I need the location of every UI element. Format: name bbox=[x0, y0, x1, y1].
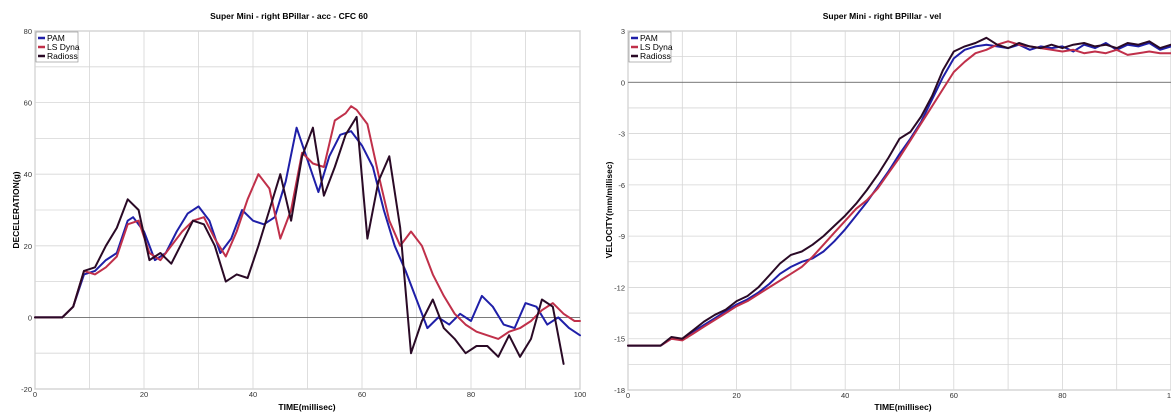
y-tick-label: 60 bbox=[24, 99, 32, 108]
legend-label: LS Dyna bbox=[640, 42, 673, 52]
series-line-radioss bbox=[34, 115, 565, 365]
chart-velocity: Super Mini - right BPillar - vel 0 20 40 60… bbox=[604, 11, 1171, 412]
series-line-ls-dyna bbox=[34, 105, 581, 340]
y-tick-label: 20 bbox=[24, 242, 32, 251]
legend-label: PAM bbox=[640, 33, 658, 43]
x-tick-label: 60 bbox=[358, 390, 366, 399]
y-tick-labels: -20 0 20 40 60 80 bbox=[21, 27, 32, 394]
y-tick-label: 0 bbox=[621, 78, 625, 87]
y-tick-label: -6 bbox=[618, 181, 625, 190]
y-axis-label: DECELERATION(g) bbox=[11, 171, 21, 248]
x-tick-label: 20 bbox=[140, 390, 148, 399]
x-tick-label: 10 bbox=[1167, 391, 1171, 400]
y-tick-label: 80 bbox=[24, 27, 32, 36]
x-tick-label: 20 bbox=[732, 391, 740, 400]
series-line-radioss bbox=[627, 36, 1171, 347]
y-tick-label: 40 bbox=[24, 170, 32, 179]
legend-label: LS Dyna bbox=[47, 42, 80, 52]
y-tick-label: -3 bbox=[618, 130, 625, 139]
chart-title: Super Mini - right BPillar - acc - CFC 6… bbox=[210, 11, 368, 21]
x-axis-label: TIME(millisec) bbox=[278, 402, 335, 412]
y-tick-label: -20 bbox=[21, 385, 32, 394]
y-tick-labels: -18 -15 -12 -9 -6 -3 0 3 bbox=[614, 27, 625, 395]
y-tick-label: 0 bbox=[28, 313, 32, 322]
x-tick-label: 40 bbox=[841, 391, 849, 400]
x-tick-label: 100 bbox=[574, 390, 587, 399]
y-axis-label: VELOCITY(mm/millisec) bbox=[604, 161, 614, 258]
gridlines bbox=[627, 30, 1171, 391]
x-tick-label: 40 bbox=[249, 390, 257, 399]
legend-label: PAM bbox=[47, 33, 65, 43]
chart-title: Super Mini - right BPillar - vel bbox=[823, 11, 942, 21]
x-axis-label: TIME(millisec) bbox=[874, 402, 931, 412]
legend-label: Radioss bbox=[640, 51, 671, 61]
x-tick-label: 60 bbox=[950, 391, 958, 400]
y-tick-label: -15 bbox=[614, 335, 625, 344]
y-tick-label: -9 bbox=[618, 232, 625, 241]
chart-deceleration: Super Mini - right BPillar - acc - CFC 6… bbox=[11, 11, 586, 412]
x-tick-labels: 0 20 40 60 80 10 bbox=[626, 391, 1171, 400]
x-tick-label: 0 bbox=[626, 391, 630, 400]
series-line-pam bbox=[34, 126, 581, 337]
y-tick-label: 3 bbox=[621, 27, 625, 36]
x-tick-label: 80 bbox=[1058, 391, 1066, 400]
series-line-ls-dyna bbox=[627, 40, 1171, 347]
gridlines bbox=[34, 30, 581, 390]
series-lines bbox=[34, 105, 581, 365]
x-tick-label: 80 bbox=[467, 390, 475, 399]
x-tick-label: 0 bbox=[33, 390, 37, 399]
legend-label: Radioss bbox=[47, 51, 78, 61]
x-tick-labels: 0 20 40 60 80 100 bbox=[33, 390, 586, 399]
series-lines bbox=[627, 36, 1171, 347]
y-tick-label: -18 bbox=[614, 386, 625, 395]
y-tick-label: -12 bbox=[614, 283, 625, 292]
